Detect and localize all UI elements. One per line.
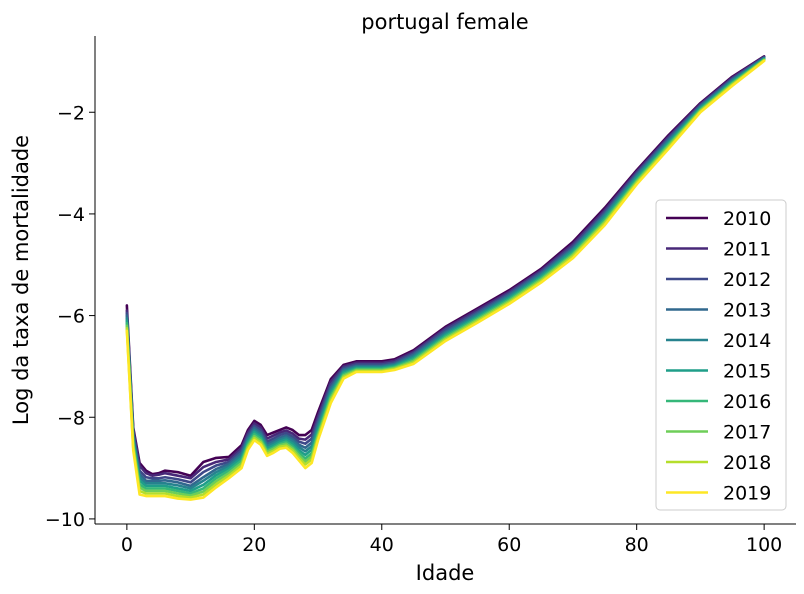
x-tick-label: 100	[746, 534, 782, 556]
legend-label-2012: 2012	[723, 269, 771, 291]
x-tick-label: 0	[121, 534, 133, 556]
chart-title: portugal female	[361, 10, 528, 34]
ticks: 0 20 40 60 80 100 −10 −8 −6 −4 −2	[45, 102, 782, 556]
y-tick-label: −10	[45, 509, 85, 531]
y-tick-label: −8	[57, 407, 85, 429]
legend-label-2018: 2018	[723, 452, 771, 474]
x-axis-title: Idade	[416, 561, 475, 585]
x-tick-label: 60	[497, 534, 521, 556]
legend-label-2017: 2017	[723, 422, 771, 444]
y-tick-label: −2	[57, 102, 85, 124]
x-tick-label: 80	[625, 534, 649, 556]
legend-label-2014: 2014	[723, 330, 771, 352]
legend-label-2013: 2013	[723, 300, 771, 322]
legend-label-2016: 2016	[723, 391, 771, 413]
legend: 2010 2011 2012 2013 2014 2015 2016 2017 2018 2019	[655, 199, 787, 511]
legend-label-2010: 2010	[723, 208, 771, 230]
y-tick-label: −4	[57, 204, 85, 226]
y-tick-label: −6	[57, 306, 85, 328]
plot-area	[125, 55, 766, 501]
x-tick-label: 20	[242, 534, 266, 556]
y-axis-title: Log da taxa de mortalidade	[9, 135, 33, 425]
series-line-2019	[125, 59, 766, 501]
legend-label-2011: 2011	[723, 239, 771, 261]
x-tick-label: 40	[370, 534, 394, 556]
legend-label-2015: 2015	[723, 361, 771, 383]
legend-label-2019: 2019	[723, 483, 771, 505]
axes	[94, 36, 796, 525]
